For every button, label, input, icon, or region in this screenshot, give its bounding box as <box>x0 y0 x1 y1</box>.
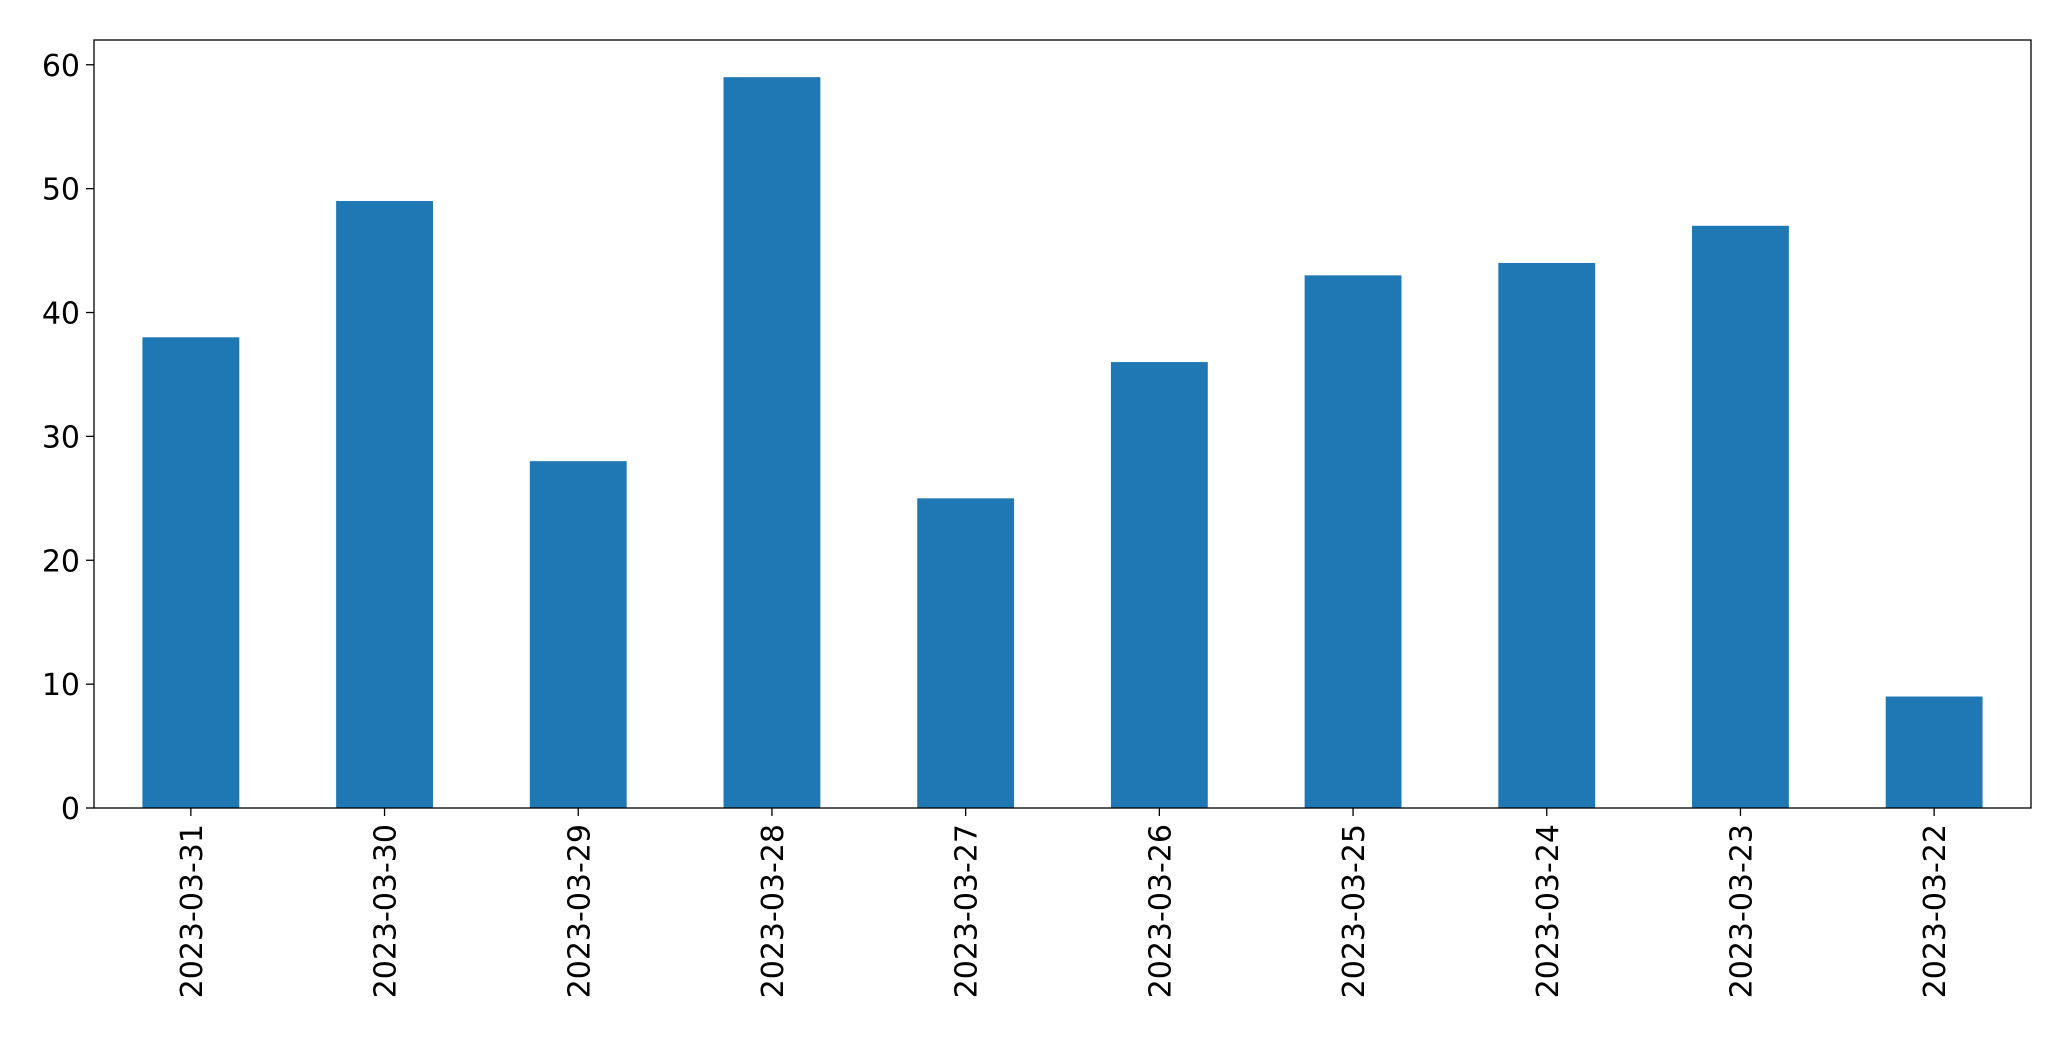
x-tick-label: 2023-03-27 <box>950 824 985 998</box>
x-tick-label: 2023-03-26 <box>1143 824 1178 998</box>
bar <box>1110 362 1208 808</box>
plot-frame <box>93 39 2032 809</box>
x-tick-label: 2023-03-22 <box>1918 824 1953 998</box>
y-tick-label: 40 <box>42 297 80 332</box>
bar <box>142 337 240 808</box>
x-tick-label: 2023-03-28 <box>756 824 791 998</box>
x-tick-label: 2023-03-24 <box>1531 824 1566 998</box>
bar <box>1885 696 1983 808</box>
x-tick-label: 2023-03-31 <box>175 824 210 998</box>
x-tick-label: 2023-03-23 <box>1724 824 1759 998</box>
bar <box>917 498 1015 808</box>
bar <box>336 201 433 809</box>
x-tick-label: 2023-03-29 <box>562 824 597 998</box>
x-tick-label: 2023-03-25 <box>1337 824 1372 998</box>
x-tick-label: 2023-03-30 <box>369 824 404 998</box>
bar <box>1692 225 1789 808</box>
y-tick-label: 50 <box>42 173 80 208</box>
y-tick-label: 10 <box>42 668 80 703</box>
y-tick-label: 30 <box>42 420 80 455</box>
y-tick-label: 0 <box>61 792 80 827</box>
y-tick-label: 20 <box>42 544 80 579</box>
bar <box>723 77 821 808</box>
bar <box>529 461 627 808</box>
bar <box>1498 262 1596 808</box>
bar <box>1304 275 1402 808</box>
y-tick-label: 60 <box>42 49 80 84</box>
